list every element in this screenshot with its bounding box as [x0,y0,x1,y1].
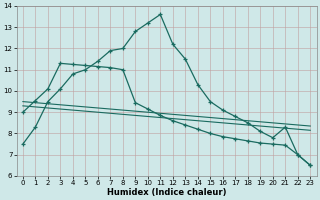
X-axis label: Humidex (Indice chaleur): Humidex (Indice chaleur) [107,188,226,197]
